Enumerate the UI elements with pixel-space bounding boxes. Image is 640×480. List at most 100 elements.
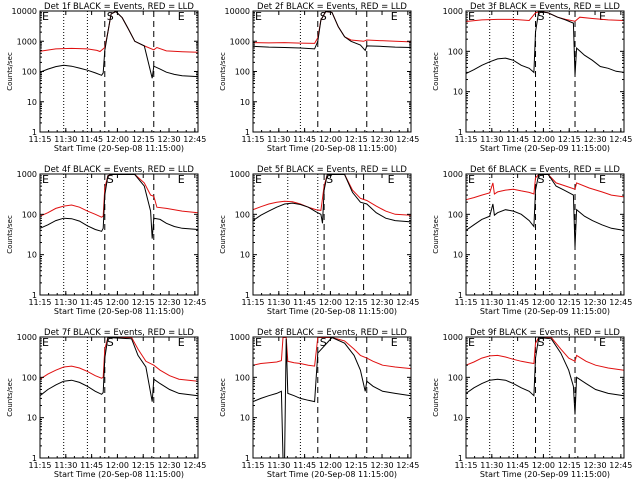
plot-frame <box>39 336 199 459</box>
x-tick-label: 11:15 <box>28 461 51 470</box>
y-tick-label: 1000 <box>230 37 250 46</box>
x-tick-label: 11:15 <box>28 298 51 307</box>
x-tick-label: 11:15 <box>454 298 477 307</box>
y-tick-label: 1 <box>458 454 463 463</box>
x-tick-label: 12:45 <box>609 461 632 470</box>
y-tick-label: 1000 <box>17 170 37 179</box>
x-tick-label: 12:45 <box>183 298 206 307</box>
x-tick-label: 12:45 <box>183 135 206 144</box>
series-line-events <box>39 174 199 239</box>
series-line-events <box>465 336 625 415</box>
series-line-events <box>39 10 199 79</box>
y-tick-label: 1000 <box>17 37 37 46</box>
panel-title: Det 9f BLACK = Events, RED = LLD <box>470 328 620 338</box>
panel-title: Det 1f BLACK = Events, RED = LLD <box>44 2 194 12</box>
y-tick-label: 100 <box>235 373 250 382</box>
series-line-lld <box>39 174 199 218</box>
y-tick-label: 1000 <box>443 333 463 342</box>
y-axis-label: Counts/sec <box>432 52 440 91</box>
x-tick-label: 11:45 <box>293 461 316 470</box>
x-tick-label: 12:15 <box>345 135 368 144</box>
marker-label-e-right: E <box>599 336 606 349</box>
y-tick-label: 10 <box>453 88 463 97</box>
x-axis-label: Start Time (20-Sep-08 11:15:00) <box>54 307 184 316</box>
panel-title: Det 8f BLACK = Events, RED = LLD <box>257 328 407 338</box>
x-tick-label: 12:15 <box>558 135 581 144</box>
x-tick-label: 11:30 <box>267 461 290 470</box>
x-tick-label: 12:30 <box>371 135 394 144</box>
y-tick-label: 100 <box>448 210 463 219</box>
x-tick-label: 12:15 <box>345 461 368 470</box>
marker-label-e-right: E <box>391 10 398 23</box>
x-tick-label: 11:15 <box>241 135 264 144</box>
marker-label-s: S <box>538 173 545 186</box>
x-tick-label: 11:30 <box>54 135 77 144</box>
marker-label-e-right: E <box>178 10 185 23</box>
x-tick-label: 12:30 <box>371 461 394 470</box>
x-tick-label: 12:30 <box>371 298 394 307</box>
x-axis-label: Start Time (20-Sep-08 11:15:00) <box>267 470 397 479</box>
marker-label-s: S <box>538 336 545 349</box>
y-axis-label: Counts/sec <box>219 378 227 417</box>
y-tick-label: 1000 <box>17 333 37 342</box>
marker-label-s: S <box>538 10 545 23</box>
panel-title: Det 2f BLACK = Events, RED = LLD <box>257 2 407 12</box>
x-tick-label: 11:30 <box>480 298 503 307</box>
panel-title: Det 4f BLACK = Events, RED = LLD <box>44 165 194 175</box>
x-tick-label: 11:45 <box>506 135 529 144</box>
y-tick-label: 10 <box>27 414 37 423</box>
marker-label-e-right: E <box>178 173 185 186</box>
y-tick-label: 10 <box>240 414 250 423</box>
x-tick-label: 12:30 <box>158 461 181 470</box>
marker-label-s: S <box>107 336 114 349</box>
y-axis-label: Counts/sec <box>432 378 440 417</box>
plot-frame <box>465 10 625 133</box>
x-tick-label: 11:15 <box>454 461 477 470</box>
y-tick-label: 10 <box>27 251 37 260</box>
x-axis-label: Start Time (20-Sep-08 11:15:00) <box>54 144 184 153</box>
plot-frame <box>252 173 412 296</box>
marker-label-s: S <box>107 173 114 186</box>
x-tick-label: 12:30 <box>584 298 607 307</box>
y-tick-label: 1000 <box>230 170 250 179</box>
series-line-events <box>465 174 625 248</box>
marker-label-e-left: E <box>255 173 262 186</box>
x-tick-label: 11:45 <box>80 298 103 307</box>
marker-label-e-left: E <box>255 336 262 349</box>
y-axis-label: Counts/sec <box>6 378 14 417</box>
y-tick-label: 1 <box>245 454 250 463</box>
x-tick-label: 12:45 <box>396 298 419 307</box>
x-tick-label: 12:45 <box>396 135 419 144</box>
x-tick-label: 11:45 <box>506 461 529 470</box>
x-tick-label: 12:00 <box>532 135 555 144</box>
marker-label-e-right: E <box>178 336 185 349</box>
y-tick-label: 1 <box>32 291 37 300</box>
series-line-events <box>252 10 412 52</box>
x-tick-label: 11:30 <box>267 298 290 307</box>
y-axis-label: Counts/sec <box>219 215 227 254</box>
x-tick-label: 11:45 <box>293 135 316 144</box>
x-tick-label: 11:30 <box>480 461 503 470</box>
x-tick-label: 11:45 <box>506 298 529 307</box>
x-tick-label: 12:00 <box>106 461 129 470</box>
marker-label-e-right: E <box>391 336 398 349</box>
x-tick-label: 11:45 <box>80 135 103 144</box>
y-axis-label: Counts/sec <box>6 52 14 91</box>
y-tick-label: 10000 <box>12 7 37 16</box>
marker-label-e-left: E <box>42 336 49 349</box>
x-tick-label: 12:30 <box>584 461 607 470</box>
y-tick-label: 1000 <box>443 7 463 16</box>
series-line-lld <box>465 174 625 201</box>
x-tick-label: 12:00 <box>106 135 129 144</box>
y-tick-label: 1 <box>458 291 463 300</box>
marker-label-e-right: E <box>599 10 606 23</box>
y-tick-label: 1 <box>32 454 37 463</box>
